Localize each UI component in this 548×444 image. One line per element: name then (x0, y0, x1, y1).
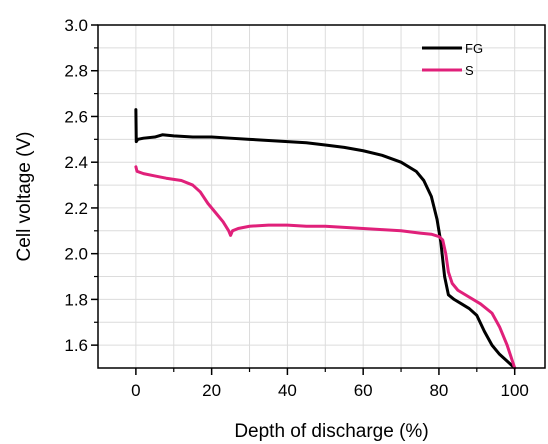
y-tick-label: 1.8 (64, 290, 88, 309)
x-tick-label: 20 (202, 381, 221, 400)
series-line-s (134, 165, 517, 370)
axes (97, 24, 546, 369)
y-tick-label: 2.0 (64, 245, 88, 264)
x-tick-label: 80 (429, 381, 448, 400)
legend-label-fg: FG (465, 41, 483, 56)
plot-frame (97, 24, 546, 369)
series-layer (134, 108, 517, 370)
y-tick-label: 2.8 (64, 62, 88, 81)
y-tick-label: 2.4 (64, 153, 88, 172)
x-axis-title: Depth of discharge (%) (234, 421, 428, 442)
legend: FG S (422, 41, 483, 78)
y-tick-label: 1.6 (64, 336, 88, 355)
y-axis-title: Cell voltage (V) (14, 132, 35, 262)
x-tick-label: 60 (354, 381, 373, 400)
y-tick-label: 2.6 (64, 107, 88, 126)
x-tick-label: 100 (501, 381, 529, 400)
legend-label-s: S (465, 63, 474, 78)
tick-labels: 0 20 40 60 80 100 1.6 1.8 2.0 2.2 2.4 2.6 2.8 3.0 (64, 16, 529, 400)
x-tick-label: 40 (278, 381, 297, 400)
ticks (91, 24, 516, 375)
series-line-fg (134, 108, 517, 370)
x-tick-label: 0 (131, 381, 140, 400)
y-tick-label: 3.0 (64, 16, 88, 35)
y-tick-label: 2.2 (64, 199, 88, 218)
